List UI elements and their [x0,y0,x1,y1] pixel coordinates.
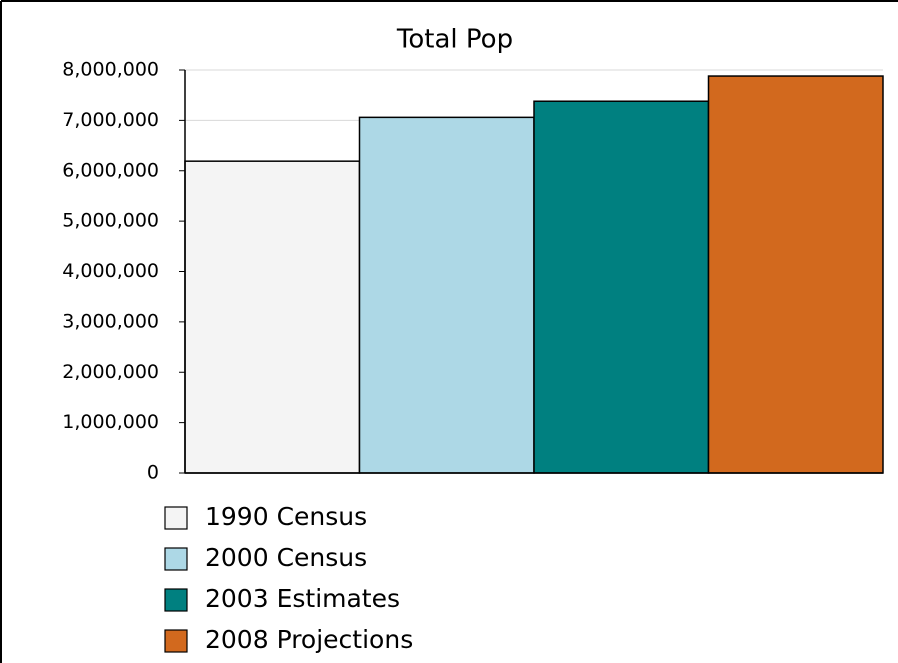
bar [533,100,710,474]
y-tick-label: 1,000,000 [62,411,159,433]
legend-swatch [164,547,188,571]
y-tick-label: 4,000,000 [62,260,159,282]
legend-swatch [164,506,188,530]
chart-title: Total Pop [396,25,513,55]
y-tick-label: 5,000,000 [62,210,159,232]
legend-label: 2008 Projections [205,625,413,654]
legend-swatch [164,588,188,612]
bar [184,160,361,474]
bar [707,75,884,474]
y-tick-label: 0 [147,462,159,484]
bar [358,116,535,474]
y-tick-label: 6,000,000 [62,159,159,181]
legend-swatch [164,629,188,653]
y-tick-label: 2,000,000 [62,361,159,383]
legend-label: 1990 Census [205,502,367,531]
y-tick-label: 3,000,000 [62,310,159,332]
legend-label: 2000 Census [205,543,367,572]
y-tick-label: 7,000,000 [62,109,159,131]
legend-label: 2003 Estimates [205,584,400,613]
y-tick-label: 8,000,000 [62,59,159,81]
